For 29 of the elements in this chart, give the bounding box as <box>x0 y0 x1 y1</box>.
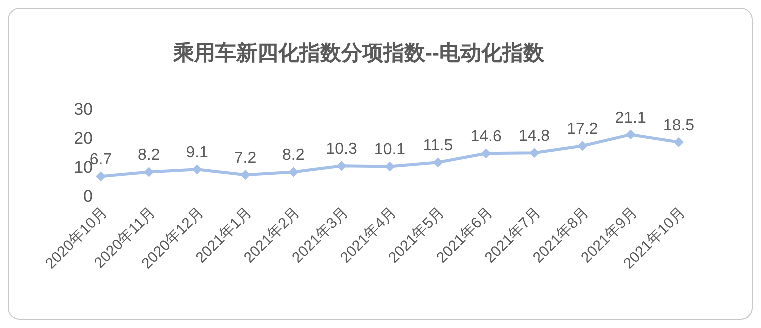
point <box>674 137 684 148</box>
point <box>626 130 636 140</box>
point <box>288 167 299 178</box>
point <box>385 162 395 172</box>
data-label: 17.2 <box>567 121 598 138</box>
data-label: 8.2 <box>282 147 305 164</box>
data-label: 9.1 <box>186 144 209 162</box>
chart-title: 乘用车新四化指数分项指数--电动化指数 <box>172 40 546 67</box>
data-label: 10.1 <box>374 142 406 159</box>
point <box>240 170 250 180</box>
y-tick-label: 30 <box>74 100 93 120</box>
point <box>96 172 106 182</box>
y-tick-label: 20 <box>74 129 93 148</box>
point <box>336 161 347 172</box>
point <box>192 164 202 175</box>
data-label: 14.6 <box>470 128 502 146</box>
data-label: 21.1 <box>615 110 647 127</box>
data-label: 18.5 <box>663 117 695 134</box>
y-tick-label: 0 <box>84 187 93 206</box>
point <box>144 167 154 178</box>
data-label: 11.5 <box>423 138 454 155</box>
data-label: 10.3 <box>326 141 358 158</box>
point <box>433 158 444 168</box>
data-label: 8.2 <box>138 147 160 164</box>
data-label: 7.2 <box>234 150 257 168</box>
point <box>481 148 492 159</box>
point <box>530 148 540 158</box>
data-label: 14.8 <box>518 128 550 146</box>
point <box>578 141 588 152</box>
